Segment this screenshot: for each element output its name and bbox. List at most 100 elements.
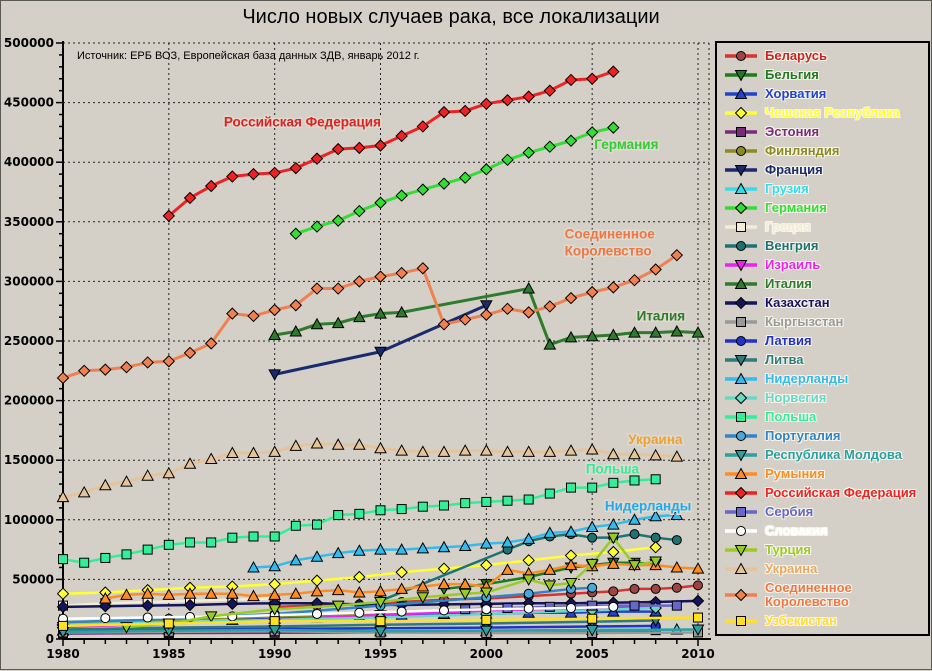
series-marker <box>522 445 536 457</box>
series-marker <box>564 73 578 87</box>
legend-item: Украина <box>724 562 926 576</box>
series-marker <box>629 529 640 540</box>
series-marker <box>736 241 746 251</box>
series-marker <box>183 346 197 360</box>
series-marker <box>162 209 176 223</box>
series-marker <box>522 574 536 586</box>
series-marker <box>331 316 345 329</box>
series-label: Украина <box>628 432 683 447</box>
series-marker <box>289 439 303 451</box>
circle-marker-icon <box>725 241 757 251</box>
triangle-down-marker-icon <box>725 165 757 177</box>
series-marker <box>310 550 324 562</box>
x-tick-label: 1990 <box>258 647 291 661</box>
series-marker <box>736 526 746 536</box>
series-marker <box>354 607 365 618</box>
legend-item: Польша <box>724 410 926 424</box>
series-marker <box>628 326 641 338</box>
circle-marker-icon <box>725 146 757 156</box>
series-marker <box>629 583 640 594</box>
series-marker <box>204 587 218 599</box>
legend-label: Финляндия <box>765 143 840 158</box>
series-28 <box>56 436 684 503</box>
legend-label: Чешская Республика <box>765 105 900 120</box>
series-marker <box>734 467 748 479</box>
series-marker <box>629 600 640 611</box>
series-marker <box>543 563 557 575</box>
legend-item: Сербия <box>724 505 926 519</box>
legend-label: Нидерланды <box>765 371 849 386</box>
series-marker <box>649 448 663 461</box>
diamond-marker-icon <box>725 486 757 500</box>
series-marker <box>120 475 133 487</box>
series-marker <box>268 445 282 457</box>
triangle-up-marker-icon <box>725 467 757 479</box>
legend-label: Германия <box>765 200 827 215</box>
series-marker <box>650 583 661 594</box>
triangle-up-marker-icon <box>725 277 757 289</box>
series-marker <box>734 106 748 120</box>
series-line <box>62 442 677 499</box>
series-marker <box>268 328 282 341</box>
triangle-up-marker-icon <box>725 372 757 384</box>
series-marker <box>543 338 557 350</box>
series-marker <box>734 182 748 194</box>
series-marker <box>481 614 492 625</box>
series-marker <box>523 603 534 614</box>
series-24 <box>162 65 620 223</box>
series-marker <box>585 329 599 342</box>
series-marker <box>566 482 576 493</box>
series-marker <box>331 214 345 227</box>
series-marker <box>437 177 451 190</box>
chart-title: Число новых случаев рака, все локализаци… <box>242 6 660 28</box>
series-marker <box>734 260 748 272</box>
legend-item: Франция <box>724 163 926 177</box>
series-marker <box>247 167 260 181</box>
series-30 <box>58 612 703 631</box>
series-marker <box>670 450 684 462</box>
series-marker <box>416 120 430 133</box>
series-marker <box>310 220 324 233</box>
series-marker <box>374 270 387 283</box>
legend-item: Казахстан <box>724 296 926 310</box>
legend-label: Соединенное Королевство <box>765 580 852 609</box>
series-marker <box>247 589 260 602</box>
series-marker <box>691 624 705 637</box>
series-marker <box>352 310 366 323</box>
circle-marker-icon <box>725 526 757 536</box>
source-note: Источник: ЕРБ ВОЗ, Европейская база данн… <box>77 50 420 62</box>
series-marker <box>395 582 409 594</box>
series-marker <box>479 444 493 456</box>
series-marker <box>543 84 557 97</box>
series-marker <box>163 539 174 550</box>
series-marker <box>734 165 748 177</box>
series-marker <box>543 526 557 538</box>
series-marker <box>501 94 514 107</box>
legend-label: Эстония <box>765 124 820 139</box>
legend-item: Хорватия <box>724 87 926 101</box>
y-tick-label: 350000 <box>4 215 54 229</box>
series-marker <box>289 324 303 337</box>
series-marker <box>564 558 578 571</box>
series-marker <box>395 129 408 143</box>
series-marker <box>268 577 281 591</box>
series-marker <box>395 266 408 280</box>
series-marker <box>522 90 535 103</box>
series-marker <box>396 504 407 515</box>
y-tick-label: 50000 <box>12 572 54 586</box>
series-marker <box>312 519 322 530</box>
legend-item: Российская Федерация <box>724 486 926 500</box>
series-marker <box>501 153 514 167</box>
y-tick-label: 450000 <box>4 96 54 110</box>
series-marker <box>204 611 218 623</box>
y-tick-label: 250000 <box>4 334 54 348</box>
triangle-up-marker-icon <box>725 182 757 194</box>
series-marker <box>479 537 493 549</box>
series-marker <box>501 445 514 457</box>
series-marker <box>416 262 430 275</box>
series-marker <box>736 336 746 346</box>
series-marker <box>608 601 619 612</box>
legend-label: Хорватия <box>765 86 827 101</box>
series-marker <box>206 537 217 548</box>
